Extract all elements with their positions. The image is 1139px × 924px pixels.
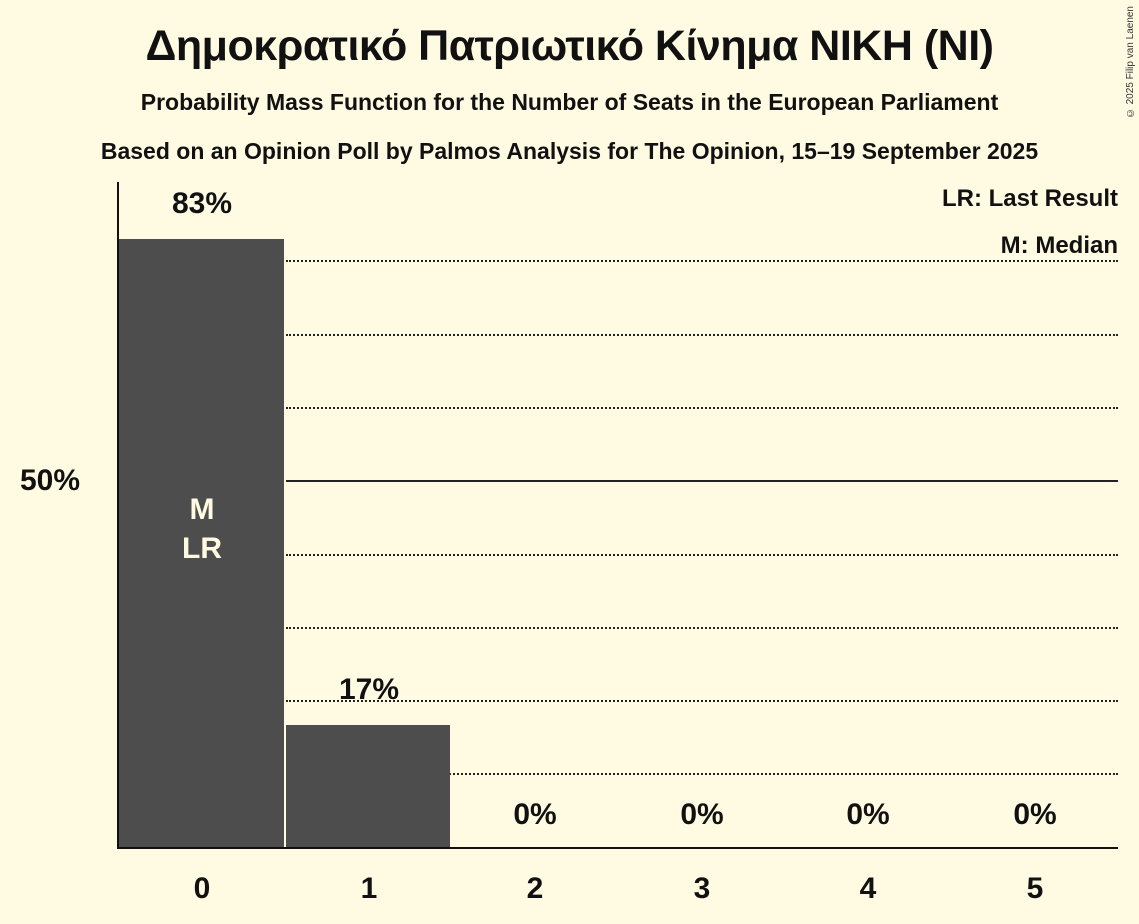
x-tick-0: 0 [193,872,211,905]
chart-subtitle: Probability Mass Function for the Number… [140,89,999,115]
x-tick-1: 1 [360,872,378,905]
copyright: © 2025 Filip van Laenen [1125,6,1136,119]
x-tick-5: 5 [1026,872,1044,905]
gridline-80 [286,260,1118,262]
gridline-60 [286,407,1118,409]
gridline-70 [286,334,1118,336]
gridline-50 [286,480,1118,482]
x-tick-4: 4 [859,872,877,905]
bar-label-2: 0% [513,798,557,831]
x-tick-2: 2 [526,872,544,905]
y-axis-label-50: 50% [20,464,81,497]
x-axis [117,847,1118,849]
bar-label-5: 0% [1013,798,1057,831]
chart-title: Δημοκρατικό Πατριωτικό Κίνημα NIKH (NI) [145,22,994,70]
gridline-40 [286,554,1118,556]
median-marker: M [189,493,215,526]
legend-median: M: Median [1000,232,1118,259]
bar-label-3: 0% [680,798,724,831]
gridline-20 [286,700,1118,702]
last-result-marker: LR [182,532,222,565]
y-axis [117,182,119,849]
bar-label-4: 0% [846,798,890,831]
x-tick-3: 3 [693,872,711,905]
gridline-30 [286,627,1118,629]
legend-last-result: LR: Last Result [941,185,1118,212]
bar-label-0: 83% [171,187,233,220]
bar-label-1: 17% [338,673,400,706]
bar-0-seats [119,239,284,848]
gridline-10 [286,773,1118,775]
chart-source: Based on an Opinion Poll by Palmos Analy… [100,138,1039,164]
bar-1-seats [286,725,450,848]
